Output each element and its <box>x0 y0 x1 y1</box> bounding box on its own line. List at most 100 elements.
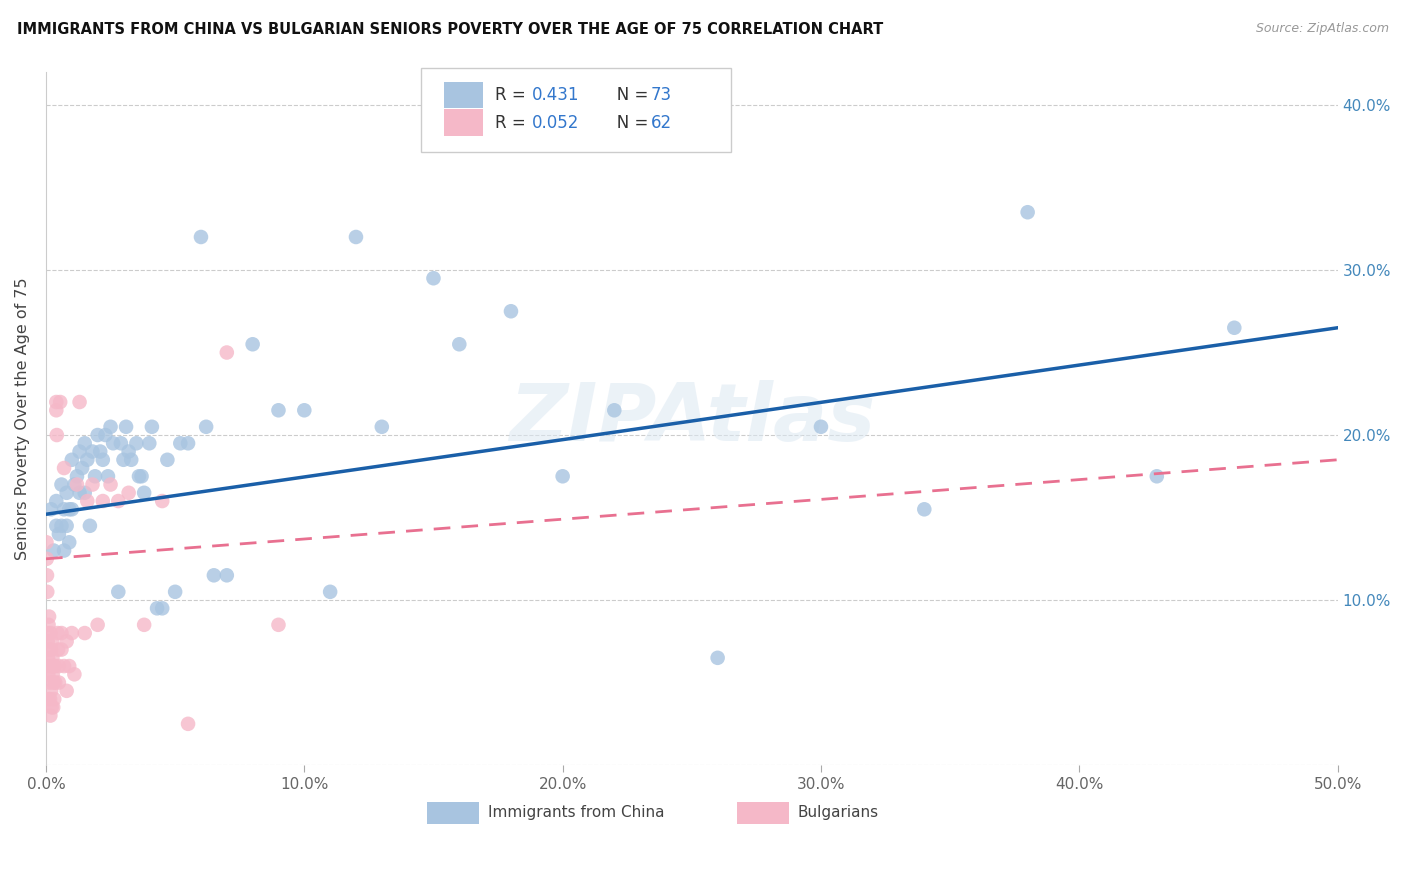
Point <box>177 436 200 450</box>
Point <box>44 675 66 690</box>
Point <box>117 444 139 458</box>
Point <box>48 527 70 541</box>
Point <box>38 609 60 624</box>
Point <box>42 700 65 714</box>
Point <box>41 650 63 665</box>
Point <box>79 518 101 533</box>
Point <box>38 675 60 690</box>
Point <box>117 485 139 500</box>
Point <box>41 700 63 714</box>
Point <box>242 337 264 351</box>
Y-axis label: Seniors Poverty Over the Age of 75: Seniors Poverty Over the Age of 75 <box>15 277 30 560</box>
Point <box>706 650 728 665</box>
Text: 73: 73 <box>651 86 672 103</box>
Point <box>37 667 59 681</box>
Point <box>66 469 89 483</box>
Point <box>66 477 89 491</box>
Point <box>41 667 63 681</box>
Point <box>150 494 173 508</box>
Point <box>45 403 67 417</box>
Point <box>73 485 96 500</box>
Point <box>44 659 66 673</box>
Point <box>53 461 76 475</box>
Text: Immigrants from China: Immigrants from China <box>488 805 664 821</box>
Point <box>63 667 86 681</box>
FancyBboxPatch shape <box>427 802 478 824</box>
Point <box>89 444 111 458</box>
Point <box>42 543 65 558</box>
Point <box>44 692 66 706</box>
Point <box>100 477 122 491</box>
Point <box>86 617 108 632</box>
Point <box>39 683 62 698</box>
Point <box>38 642 60 657</box>
Point <box>69 395 91 409</box>
Text: ZIPAtlas: ZIPAtlas <box>509 379 875 458</box>
Point <box>120 452 142 467</box>
Point <box>49 395 72 409</box>
Point <box>84 469 107 483</box>
Point <box>169 436 191 450</box>
Point <box>55 518 77 533</box>
Point <box>37 650 59 665</box>
Point <box>115 419 138 434</box>
Point <box>58 535 80 549</box>
Point <box>38 692 60 706</box>
Point <box>39 692 62 706</box>
Point <box>51 518 73 533</box>
Point <box>371 419 394 434</box>
Point <box>125 436 148 450</box>
Point <box>60 502 83 516</box>
Point <box>42 675 65 690</box>
Text: 0.431: 0.431 <box>531 86 579 103</box>
Point <box>51 642 73 657</box>
Point <box>69 485 91 500</box>
Text: R =: R = <box>495 86 531 103</box>
FancyBboxPatch shape <box>420 69 731 152</box>
Point <box>55 634 77 648</box>
FancyBboxPatch shape <box>737 802 789 824</box>
Point <box>499 304 522 318</box>
Point <box>86 428 108 442</box>
Point <box>146 601 169 615</box>
Point <box>112 452 135 467</box>
Point <box>37 626 59 640</box>
Point <box>165 584 187 599</box>
Point <box>94 428 117 442</box>
Point <box>39 659 62 673</box>
Point <box>195 419 218 434</box>
Point <box>53 502 76 516</box>
Point <box>58 502 80 516</box>
Point <box>39 502 62 516</box>
Point <box>190 230 212 244</box>
Point <box>449 337 471 351</box>
Point <box>55 485 77 500</box>
Point <box>45 428 67 442</box>
Point <box>38 617 60 632</box>
Point <box>215 345 238 359</box>
Point <box>39 626 62 640</box>
Point <box>63 477 86 491</box>
Point <box>134 485 156 500</box>
Point <box>215 568 238 582</box>
Point <box>1223 320 1246 334</box>
Point <box>91 452 114 467</box>
Point <box>110 436 132 450</box>
Point <box>39 642 62 657</box>
Point <box>48 675 70 690</box>
Point <box>38 659 60 673</box>
Text: N =: N = <box>602 113 654 131</box>
Point <box>603 403 626 417</box>
Point <box>37 584 59 599</box>
Point <box>45 494 67 508</box>
Point <box>267 403 290 417</box>
Point <box>41 634 63 648</box>
Point <box>810 419 832 434</box>
Point <box>53 659 76 673</box>
Point <box>76 494 98 508</box>
Point <box>35 568 58 582</box>
Point <box>45 518 67 533</box>
Point <box>912 502 935 516</box>
Text: N =: N = <box>602 86 654 103</box>
Point <box>292 403 315 417</box>
